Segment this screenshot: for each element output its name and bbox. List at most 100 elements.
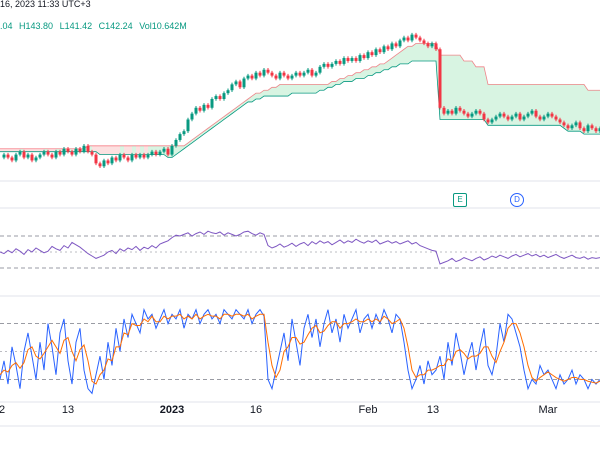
candle-body [530, 110, 534, 114]
candle-body [374, 49, 378, 56]
trend-band-segment [264, 90, 268, 97]
ohlc-values: .04 H143.80 L141.42 C142.24 Vol10.642M [0, 22, 191, 31]
trend-band-segment [540, 84, 544, 126]
open-value: .04 [0, 21, 13, 31]
trend-band-segment [268, 87, 272, 97]
candle-body [366, 52, 370, 59]
trend-band-segment [132, 145, 136, 155]
trend-band-segment [328, 81, 332, 88]
x-axis-label: Mar [538, 404, 558, 416]
trend-band-segment [40, 148, 44, 152]
candle-body [150, 151, 154, 155]
candle-body [390, 43, 394, 50]
candle-body [210, 99, 214, 108]
candle-body [362, 55, 366, 59]
candle-body [274, 75, 278, 79]
candle-body [46, 151, 50, 155]
candle-body [2, 154, 6, 158]
high-value: H143.80 [19, 21, 54, 31]
candle-body [554, 116, 558, 120]
candle-body [310, 69, 314, 76]
candle-body [38, 154, 42, 158]
trend-band-segment [348, 75, 352, 82]
trend-band-segment [240, 101, 244, 108]
trend-band-segment [556, 84, 560, 126]
candle-body [202, 104, 206, 111]
low-value: L141.42 [59, 21, 93, 31]
trend-band-segment [320, 84, 324, 91]
x-axis-label: 2023 [159, 404, 185, 416]
candle-body [206, 104, 210, 108]
trend-band-segment [476, 66, 480, 120]
candle-body [186, 119, 190, 132]
trend-band-segment [280, 84, 284, 97]
candle-body [342, 58, 346, 64]
candle-body [470, 113, 474, 117]
trend-band-segment [220, 116, 224, 123]
earnings-marker-icon[interactable]: E [453, 193, 467, 207]
candle-body [450, 110, 454, 114]
candle-body [446, 110, 450, 114]
trend-band-segment [180, 145, 184, 152]
close-value: C142.24 [98, 21, 133, 31]
candle-body [282, 72, 286, 76]
x-axis-label: 13 [426, 404, 440, 416]
trend-band-segment [596, 90, 600, 135]
candle-body [338, 60, 342, 64]
trend-band-segment [36, 148, 40, 152]
candle-body [238, 81, 242, 88]
trend-band-segment [252, 93, 256, 102]
trend-band-segment [472, 60, 476, 120]
trend-band-segment [24, 148, 28, 152]
candle-body [146, 154, 150, 158]
trend-band-segment [260, 90, 264, 99]
candle-body [102, 160, 106, 167]
trend-band-segment [572, 84, 576, 132]
stoch-d-line [0, 313, 600, 385]
candle-body [498, 113, 502, 117]
candle-body [162, 148, 166, 152]
candle-body [114, 157, 118, 161]
candle-body [586, 125, 590, 132]
trend-band-segment [464, 60, 468, 120]
candle-body [30, 154, 34, 161]
trend-band-segment [388, 58, 392, 70]
candle-body [254, 72, 258, 79]
x-axis-label: 13 [61, 404, 75, 416]
trend-band-segment [276, 84, 280, 97]
candle-body [558, 119, 562, 123]
trend-band-segment [508, 84, 512, 126]
candle-body [358, 55, 362, 61]
trend-band-segment [184, 142, 188, 149]
candle-body [222, 93, 226, 99]
trend-band-segment [208, 125, 212, 132]
stoch-k-line [0, 307, 600, 395]
trend-band-segment [136, 145, 140, 155]
candle-body [334, 60, 338, 64]
candle-body [474, 110, 478, 114]
trend-band-segment [444, 55, 448, 120]
candle-body [354, 58, 358, 61]
trend-band-segment [592, 90, 596, 135]
candle-body [330, 63, 334, 67]
trend-band-segment [324, 84, 328, 91]
candle-body [430, 43, 434, 47]
trend-band-segment [404, 46, 408, 64]
trend-band-segment [336, 78, 340, 85]
candle-body [198, 107, 202, 111]
trend-band-segment [364, 69, 368, 79]
trend-band-segment [292, 84, 296, 94]
candle-body [434, 43, 438, 50]
trend-band-segment [28, 148, 32, 152]
trend-band-segment [384, 60, 388, 70]
candle-body [570, 125, 574, 129]
trend-band-segment [0, 148, 4, 152]
trend-band-segment [360, 69, 364, 79]
trend-band-segment [196, 134, 200, 140]
candle-body [262, 69, 266, 76]
candle-body [482, 113, 486, 120]
dividend-marker-icon[interactable]: D [510, 193, 524, 207]
trend-band-segment [368, 66, 372, 76]
candle-body [462, 110, 466, 114]
